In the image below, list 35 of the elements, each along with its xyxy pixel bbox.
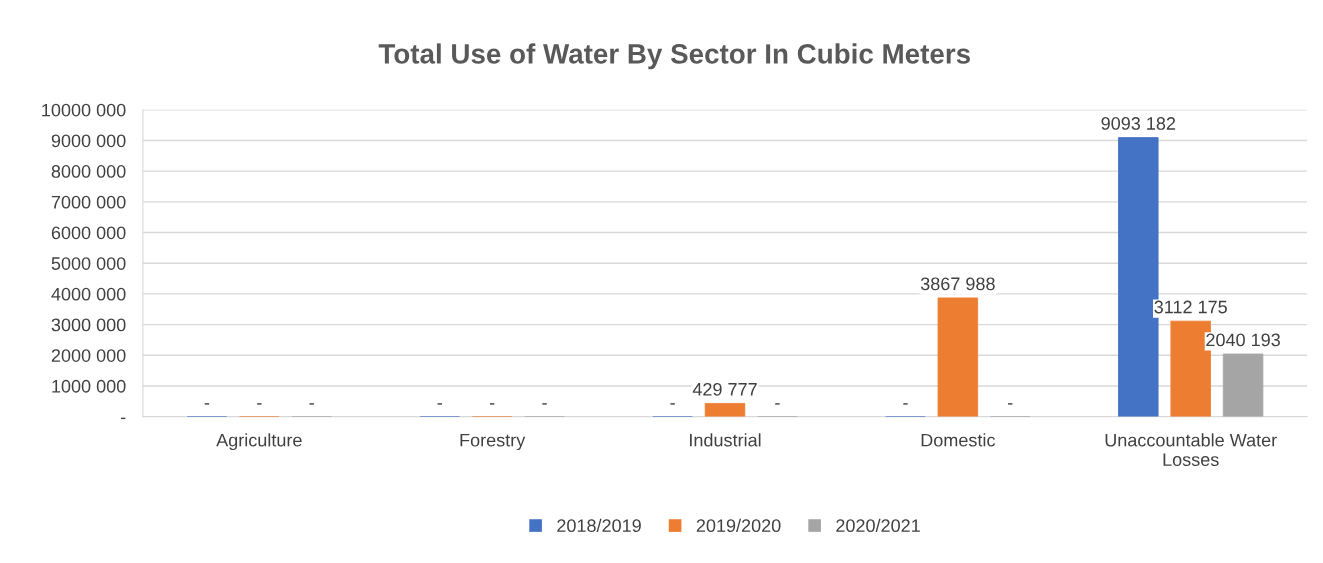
- data-label: -: [1008, 403, 1013, 405]
- data-label: -: [309, 403, 314, 405]
- y-tick-label: 2000 000: [51, 349, 126, 362]
- data-label: -: [775, 403, 780, 405]
- legend-label: 2018/2019: [557, 518, 641, 533]
- y-tick-label: -: [121, 417, 126, 420]
- y-tick-label: 5000 000: [51, 257, 126, 270]
- x-tick-label: Unaccountable Water Losses: [1105, 433, 1277, 466]
- y-tick-label: 4000 000: [51, 287, 126, 301]
- chart-title: Total Use of Water By Sector In Cubic Meters: [378, 43, 970, 70]
- data-label: -: [204, 403, 210, 405]
- data-label: -: [437, 403, 442, 405]
- x-tick-label: Domestic: [921, 433, 995, 447]
- data-label: -: [489, 403, 495, 405]
- data-label: -: [257, 403, 262, 405]
- x-tick-label: Industrial: [690, 433, 761, 447]
- data-label: 9093 182: [1101, 117, 1176, 130]
- data-label: 429 777: [692, 382, 757, 396]
- data-label: 3112 175: [1154, 300, 1227, 314]
- data-label: -: [903, 403, 908, 405]
- data-label: 3867 988: [920, 277, 995, 291]
- y-tick-label: 8000 000: [51, 165, 126, 178]
- legend-label: 2020/2021: [836, 518, 920, 533]
- data-label: -: [542, 403, 547, 405]
- legend-label: 2019/2020: [696, 518, 781, 533]
- y-tick-label: 1000 000: [52, 379, 126, 393]
- data-label: -: [670, 403, 675, 405]
- y-tick-label: 6000 000: [51, 226, 126, 240]
- y-tick-label: 3000 000: [51, 318, 126, 332]
- x-tick-label: Forestry: [460, 433, 526, 451]
- x-tick-label: Agriculture: [216, 433, 302, 451]
- y-tick-label: 9000 000: [51, 134, 126, 148]
- y-tick-label: 10000 000: [42, 103, 126, 117]
- data-label: 2040 193: [1206, 333, 1280, 347]
- y-tick-label: 7000 000: [51, 195, 126, 209]
